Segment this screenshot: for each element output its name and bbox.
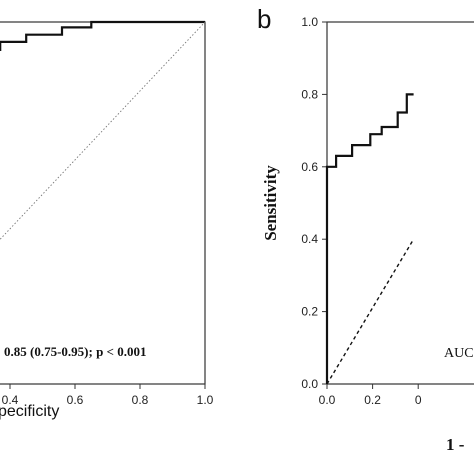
panel-b-plot-frame [326,21,474,385]
panel-b-auc-annotation: AUC [444,346,474,361]
panel-b-y-tick-label: 1.0 [301,15,318,29]
panel-a: 0.4 0.6 0.8 1.0 0.85 (0.75-0.95); p < 0.001… [0,20,214,420]
panel-b-y-tick-label: 0.6 [301,160,318,174]
panel-b-x-ticks: 0.0 0.2 0 [319,384,422,407]
panel-b-x-tick-label: 0.0 [319,393,336,407]
panel-a-x-tick-label: 0.6 [67,393,84,407]
panel-b-x-tick-label: 0 [415,393,422,407]
panel-a-x-tick-label: 0.8 [132,393,149,407]
panel-b-x-axis-title: 1 - [446,435,465,454]
panel-a-roc-curve [0,20,205,51]
panel-b-y-tick-label: 0.2 [301,305,318,319]
panel-b-y-tick-label: 0.8 [301,87,318,101]
panel-b-y-tick-label: 0.4 [301,232,318,246]
panel-a-x-ticks: 0.4 0.6 0.8 1.0 [2,384,214,407]
panel-b-reference-line [326,238,415,385]
panel-b: 0.0 0.2 0 0.0 0.2 0.4 0.6 0.8 1.0 b AUC 1 - Sen… [257,4,474,454]
panel-a-auc-annotation: 0.85 (0.75-0.95); p < 0.001 [4,344,146,359]
panel-a-reference-line [0,21,206,240]
panel-b-roc-curve [325,93,414,384]
panel-a-plot-frame [0,21,206,385]
panel-b-letter: b [257,4,271,34]
panel-b-y-axis-title: Sensitivity [261,165,280,241]
panel-b-y-ticks: 0.0 0.2 0.4 0.6 0.8 1.0 [301,15,327,391]
panel-a-x-tick-label: 0.4 [2,393,19,407]
panel-a-x-axis-title: pecificity [0,403,59,420]
panel-b-x-tick-label: 0.2 [364,393,381,407]
panel-a-x-tick-label: 1.0 [197,393,214,407]
panel-b-y-tick-label: 0.0 [301,377,318,391]
